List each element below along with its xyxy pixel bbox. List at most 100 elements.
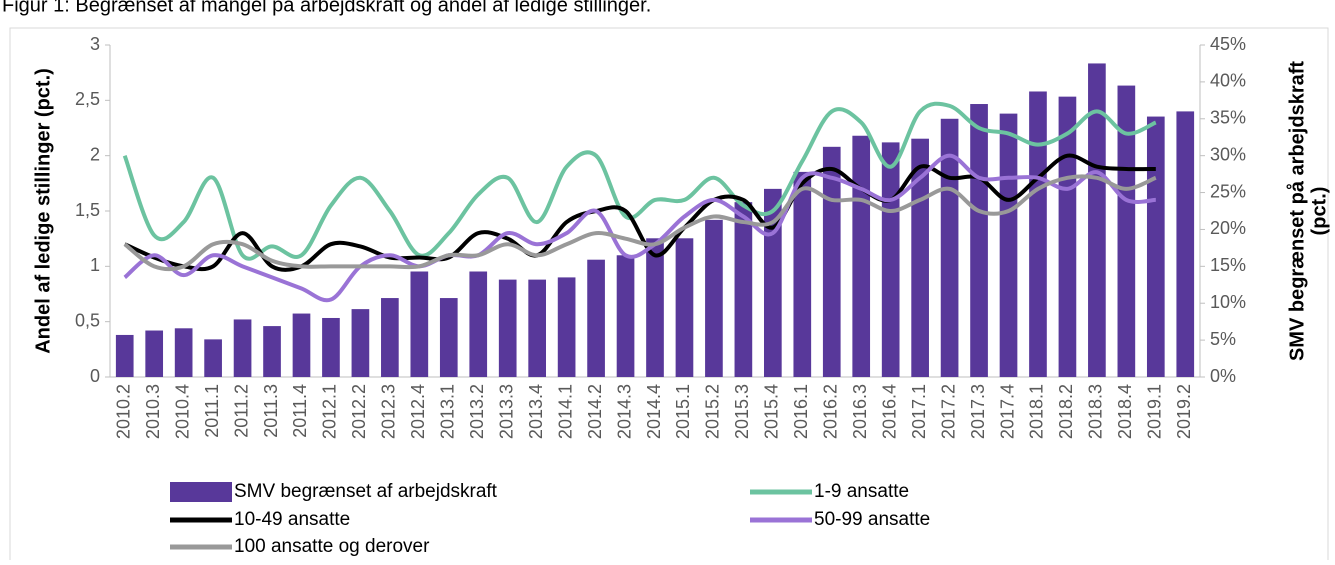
bar (381, 298, 399, 377)
bar (145, 330, 164, 377)
bar (351, 309, 370, 377)
bar (469, 271, 488, 377)
x-tick-label: 2015.2 (703, 384, 723, 439)
x-tick-label: 2014.4 (644, 384, 664, 439)
bar (528, 279, 546, 377)
bar (322, 317, 340, 377)
bar (1088, 63, 1106, 377)
y2-tick-label: 35% (1210, 108, 1246, 128)
x-tick-label: 2015.3 (732, 384, 752, 439)
bar (1146, 116, 1165, 377)
x-tick-label: 2019.2 (1174, 384, 1194, 439)
bar (1058, 96, 1077, 378)
bar (999, 113, 1018, 377)
y2-tick-label: 30% (1210, 144, 1246, 164)
x-tick-label: 2014.3 (614, 384, 634, 439)
x-tick-label: 2012.3 (379, 384, 399, 439)
x-tick-label: 2015.1 (673, 384, 693, 439)
x-tick-label: 2010.2 (113, 384, 133, 439)
x-tick-label: 2010.3 (143, 384, 163, 439)
x-tick-label: 2016.3 (850, 384, 870, 439)
bar (1117, 85, 1136, 378)
chart-title: Figur 1: Begrænset af mangel på arbejdsk… (2, 0, 651, 16)
x-tick-label: 2016.1 (791, 384, 811, 439)
x-tick-label: 2011.1 (202, 384, 222, 438)
bar (292, 313, 311, 377)
x-tick-label: 2013.2 (467, 384, 487, 439)
legend-label: 50-99 ansatte (814, 509, 930, 530)
x-tick-label: 2011.2 (231, 384, 251, 438)
x-tick-label: 2018.4 (1115, 384, 1135, 439)
x-tick-label: 2017.1 (909, 384, 929, 439)
legend-label: 1-9 ansatte (814, 481, 909, 502)
bar (263, 326, 281, 377)
x-tick-label: 2018.1 (1027, 384, 1047, 439)
bar (233, 319, 252, 377)
x-tick-label: 2019.1 (1145, 384, 1165, 439)
bar (439, 298, 458, 377)
x-tick-label: 2017.2 (938, 384, 958, 439)
x-tick-label: 2018.2 (1056, 384, 1076, 439)
y-tick-label: 0,5 (75, 310, 100, 330)
bar (616, 255, 635, 377)
y-tick-label: 3 (90, 34, 100, 54)
legend-label: 10-49 ansatte (234, 509, 350, 530)
y2-axis-title: SMV begrænset på arbejdskraft (1285, 61, 1308, 361)
y2-tick-label: 20% (1210, 218, 1246, 238)
y-tick-label: 0 (90, 366, 100, 386)
x-tick-label: 2013.1 (438, 384, 458, 439)
y-tick-label: 1,5 (75, 200, 100, 220)
x-tick-label: 2013.4 (526, 384, 546, 439)
legend-swatch (170, 482, 232, 502)
bar (1029, 91, 1047, 377)
bar (940, 118, 959, 378)
x-tick-label: 2016.2 (821, 384, 841, 439)
bar (498, 279, 517, 377)
bar (793, 171, 812, 377)
bar (557, 277, 576, 377)
y-axis-title: Andel af ledige stillinger (pct.) (32, 68, 54, 354)
bar (587, 259, 605, 377)
chart-frame (9, 27, 1329, 565)
y2-tick-label: 10% (1210, 292, 1246, 312)
x-tick-label: 2010.4 (172, 384, 192, 439)
y2-tick-label: 40% (1210, 71, 1246, 91)
x-tick-label: 2011.3 (261, 384, 281, 438)
x-tick-label: 2012.1 (320, 384, 340, 439)
x-tick-label: 2012.2 (349, 384, 369, 439)
bar (970, 104, 988, 378)
bar (646, 238, 664, 377)
x-tick-label: 2017.4 (997, 384, 1017, 439)
bar (705, 219, 723, 377)
x-tick-label: 2012.4 (408, 384, 428, 439)
bar (174, 328, 193, 377)
bar (115, 334, 134, 377)
bar (1176, 111, 1195, 378)
y2-tick-label: 45% (1210, 34, 1246, 54)
y2-axis-title: (pct.) (1308, 187, 1330, 236)
y-tick-label: 1 (90, 255, 100, 275)
bar (204, 339, 222, 377)
x-tick-label: 2016.4 (879, 384, 899, 439)
bar (734, 202, 753, 377)
bar (675, 238, 694, 377)
y2-tick-label: 25% (1210, 181, 1246, 201)
x-tick-label: 2017.3 (968, 384, 988, 439)
y2-tick-label: 5% (1210, 329, 1236, 349)
y-tick-label: 2 (90, 144, 100, 164)
y2-tick-label: 15% (1210, 255, 1246, 275)
x-tick-label: 2014.1 (555, 384, 575, 439)
bar (881, 142, 900, 377)
legend-label: 100 ansatte og derover (234, 536, 430, 557)
line (123, 153, 1156, 303)
bar (822, 146, 841, 377)
bar (852, 135, 871, 377)
x-tick-label: 2018.3 (1086, 384, 1106, 439)
x-tick-label: 2011.4 (290, 384, 310, 438)
y2-tick-label: 0% (1210, 366, 1236, 386)
legend-label: SMV begrænset af arbejdskraft (234, 481, 498, 502)
line (123, 174, 1157, 272)
bar (410, 271, 429, 377)
